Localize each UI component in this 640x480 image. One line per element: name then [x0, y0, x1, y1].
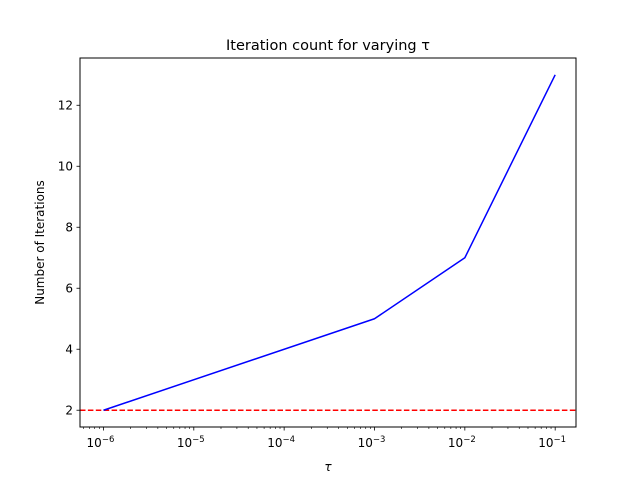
chart-title: Iteration count for varying τ — [226, 38, 430, 54]
y-tick-label: 6 — [65, 282, 73, 296]
y-axis-label: Number of Iterations — [33, 180, 47, 305]
y-tick-label: 8 — [65, 221, 73, 235]
x-tick-label: 10−4 — [267, 435, 295, 450]
x-axis-label: τ — [324, 460, 332, 474]
x-tick-label: 10−6 — [87, 435, 115, 450]
x-tick-label: 10−1 — [538, 435, 566, 450]
series-line-0 — [103, 74, 556, 411]
x-tick-label: 10−5 — [177, 435, 205, 450]
y-tick-label: 12 — [58, 99, 73, 113]
y-tick-label: 2 — [65, 404, 73, 418]
x-tick-label: 10−2 — [448, 435, 476, 450]
y-tick-label: 10 — [58, 160, 73, 174]
plot-frame — [79, 57, 577, 428]
y-tick-label: 4 — [65, 343, 73, 357]
x-tick-label: 10−3 — [358, 435, 386, 450]
